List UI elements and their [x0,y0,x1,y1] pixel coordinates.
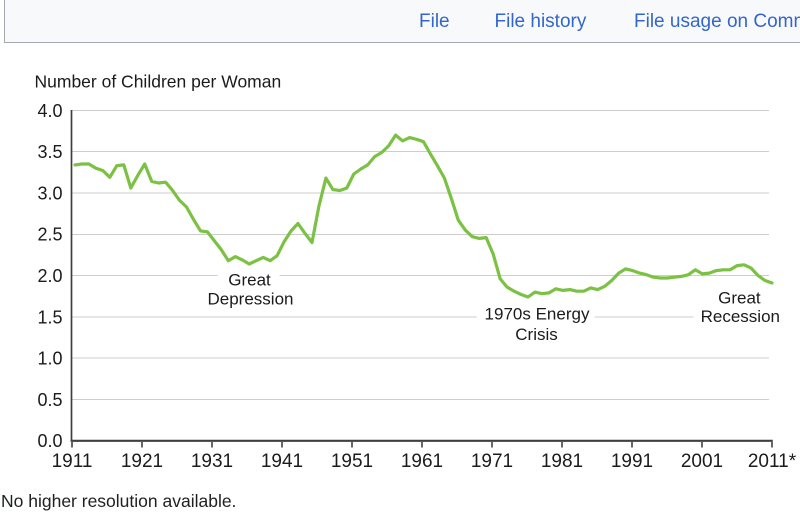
svg-text:Depression: Depression [208,290,294,309]
svg-text:Number of Children per Woman: Number of Children per Woman [35,72,282,92]
svg-text:Great: Great [228,270,271,289]
svg-text:0.5: 0.5 [37,390,62,410]
svg-text:Crisis: Crisis [515,325,558,344]
svg-text:2.0: 2.0 [37,266,62,286]
svg-text:3.0: 3.0 [37,183,62,203]
svg-text:1.5: 1.5 [37,307,62,327]
svg-text:1941: 1941 [261,451,303,472]
svg-text:1951: 1951 [331,451,373,472]
svg-text:1970s Energy: 1970s Energy [485,304,590,323]
svg-text:1921: 1921 [121,451,163,472]
svg-text:1.0: 1.0 [37,349,62,369]
svg-text:1911: 1911 [52,451,93,472]
svg-text:1991: 1991 [611,451,653,472]
svg-text:Great: Great [718,288,761,307]
svg-text:1971: 1971 [471,451,513,472]
svg-text:4.0: 4.0 [37,101,62,121]
svg-text:1931: 1931 [191,451,233,472]
svg-text:0.0: 0.0 [37,431,62,451]
svg-text:2011*: 2011* [748,451,797,472]
svg-text:Recession: Recession [701,307,780,326]
svg-text:3.5: 3.5 [37,142,62,162]
svg-text:1961: 1961 [401,451,443,472]
svg-text:2.5: 2.5 [37,225,62,245]
svg-text:2001: 2001 [681,451,723,472]
svg-text:1981: 1981 [541,451,583,472]
